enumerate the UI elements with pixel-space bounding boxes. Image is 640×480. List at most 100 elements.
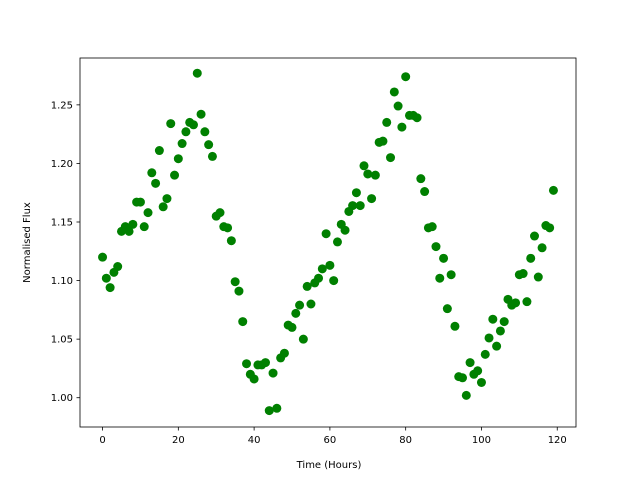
point (135, 197, 145, 207)
point (101, 273, 111, 283)
point (458, 373, 468, 383)
point (207, 151, 217, 161)
point (249, 374, 259, 384)
point (420, 187, 430, 197)
point (147, 168, 157, 178)
point (370, 170, 380, 180)
point (154, 146, 164, 156)
point (166, 119, 176, 129)
point (295, 300, 305, 310)
point (139, 222, 149, 232)
point (359, 161, 369, 171)
point (389, 87, 399, 97)
point (124, 226, 134, 236)
point (397, 122, 407, 132)
point (162, 194, 172, 204)
point (484, 333, 494, 343)
point (340, 225, 350, 235)
point (177, 139, 187, 149)
point (302, 281, 312, 291)
point (355, 201, 365, 211)
point (499, 317, 509, 327)
point (264, 406, 274, 416)
point (401, 72, 411, 82)
point (378, 136, 388, 146)
point (446, 270, 456, 280)
x-tick-label: 40 (248, 435, 261, 446)
point (170, 170, 180, 180)
point (192, 68, 202, 78)
point (537, 243, 547, 253)
point (363, 169, 373, 179)
point (287, 322, 297, 332)
point (226, 236, 236, 246)
y-tick-label: 1.05 (51, 335, 73, 346)
point (382, 117, 392, 127)
point (196, 109, 206, 119)
point (431, 242, 441, 252)
point (450, 321, 460, 331)
point (522, 297, 532, 307)
x-tick-label: 100 (472, 435, 491, 446)
axes-frame (79, 57, 577, 428)
point (545, 223, 555, 233)
point (530, 231, 540, 241)
point (242, 359, 252, 369)
x-tick-label: 120 (548, 435, 567, 446)
point (386, 153, 396, 163)
point (533, 272, 543, 282)
point (329, 276, 339, 286)
point (321, 229, 331, 239)
point (476, 377, 486, 387)
y-tick-label: 1.25 (51, 100, 73, 111)
point (435, 273, 445, 283)
point (325, 260, 335, 270)
point (393, 101, 403, 111)
point (173, 154, 183, 164)
point (230, 277, 240, 287)
y-axis-label: Normalised Flux (22, 202, 33, 283)
point (279, 348, 289, 358)
point (511, 298, 521, 308)
y-tick-label: 1.10 (51, 276, 73, 287)
x-tick-label: 20 (172, 435, 185, 446)
point (291, 308, 301, 318)
y-tick-label: 1.00 (51, 393, 73, 404)
point (442, 304, 452, 314)
point (98, 252, 108, 262)
point (348, 201, 358, 211)
point (234, 286, 244, 296)
x-axis-label: Time (Hours) (296, 460, 362, 471)
point (427, 222, 437, 232)
point (143, 208, 153, 218)
point (461, 390, 471, 400)
point (204, 140, 214, 150)
point (215, 208, 225, 218)
point (238, 317, 248, 327)
y-tick-label: 1.15 (51, 218, 73, 229)
point (492, 341, 502, 351)
point (473, 366, 483, 376)
point (181, 127, 191, 137)
point (332, 237, 342, 247)
point (105, 283, 115, 293)
point (128, 219, 138, 229)
point (480, 349, 490, 359)
point (526, 253, 536, 263)
x-tick-label: 0 (99, 435, 105, 446)
point (200, 127, 210, 137)
y-tick-label: 1.20 (51, 159, 73, 170)
point (151, 178, 161, 188)
point (158, 202, 168, 212)
point (268, 368, 278, 378)
point (518, 269, 528, 279)
point (306, 299, 316, 309)
point (188, 120, 198, 130)
x-tick-label: 60 (324, 435, 337, 446)
point (488, 314, 498, 324)
point (260, 358, 270, 368)
point (412, 113, 422, 123)
point (314, 273, 324, 283)
point (317, 264, 327, 274)
